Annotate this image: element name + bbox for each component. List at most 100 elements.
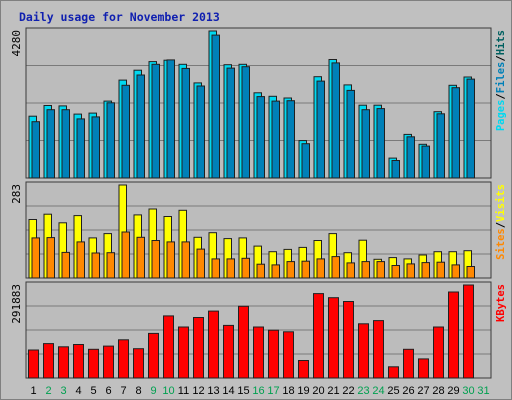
bottom-bar-kbytes-day-6 (103, 345, 114, 379)
middle-bar-sites-day-18 (286, 261, 295, 279)
x-tick-label-day-20: 20 (312, 385, 324, 397)
bottom-bar-kbytes-day-25 (388, 366, 399, 379)
x-tick-label-day-22: 22 (342, 385, 354, 397)
middle-legend-part-1: / (495, 222, 507, 228)
bottom-bar-kbytes-day-12 (193, 317, 204, 379)
bottom-ymax-label: 291883 (10, 284, 23, 324)
x-tick-label-day-15: 15 (237, 385, 249, 397)
bottom-bar-kbytes-day-10 (163, 315, 174, 379)
bottom-bar-kbytes-day-27 (418, 358, 429, 379)
top-bar-files-day-7 (121, 84, 130, 179)
bottom-bar-kbytes-day-11 (178, 326, 189, 379)
middle-bar-sites-day-14 (226, 258, 235, 279)
middle-bar-sites-day-26 (406, 263, 415, 279)
x-tick-label-day-11: 11 (178, 385, 189, 397)
x-tick-label-day-30: 30 (462, 385, 474, 397)
middle-bar-sites-day-30 (466, 266, 475, 279)
top-legend-part-1: / (495, 93, 507, 99)
top-bar-files-day-8 (136, 74, 145, 179)
x-tick-label-day-23: 23 (357, 385, 369, 397)
middle-bar-sites-day-23 (361, 261, 370, 279)
middle-bar-sites-day-13 (211, 258, 220, 279)
x-tick-label-day-27: 27 (417, 385, 429, 397)
top-bar-files-day-6 (106, 102, 115, 179)
middle-bar-sites-day-2 (46, 237, 55, 279)
x-tick-label-day-4: 4 (75, 385, 81, 397)
middle-bar-sites-day-4 (76, 241, 85, 279)
bottom-bar-kbytes-day-19 (298, 360, 309, 379)
bottom-bar-kbytes-day-3 (58, 346, 69, 379)
bottom-bar-kbytes-day-15 (238, 305, 249, 379)
bottom-bar-kbytes-day-1 (28, 349, 39, 379)
bottom-bar-kbytes-day-14 (223, 324, 234, 379)
middle-bar-sites-day-27 (421, 262, 430, 279)
bottom-bar-kbytes-day-30 (463, 284, 474, 379)
x-tick-label-day-13: 13 (207, 385, 219, 397)
bottom-bar-kbytes-day-21 (328, 297, 339, 379)
middle-bar-sites-day-12 (196, 248, 205, 279)
bottom-bar-kbytes-day-18 (283, 331, 294, 379)
middle-bar-sites-day-9 (151, 240, 160, 279)
middle-bar-sites-day-3 (61, 251, 70, 279)
x-tick-label-day-3: 3 (60, 385, 66, 397)
top-bar-files-day-12 (196, 85, 205, 179)
top-bar-files-day-17 (271, 100, 280, 179)
chart-title: Daily usage for November 2013 (19, 10, 220, 24)
top-bar-files-day-16 (256, 96, 265, 179)
top-bar-files-day-2 (46, 109, 55, 179)
x-tick-label-day-10: 10 (162, 385, 174, 397)
x-tick-label-day-6: 6 (105, 385, 111, 397)
middle-bar-sites-day-16 (256, 263, 265, 279)
bottom-bar-kbytes-day-23 (358, 323, 369, 379)
x-tick-label-day-2: 2 (45, 385, 51, 397)
top-bar-files-day-20 (316, 80, 325, 179)
middle-bar-sites-day-19 (301, 260, 310, 279)
top-ymax-label: 4280 (10, 30, 23, 57)
top-bar-files-day-14 (226, 67, 235, 179)
x-tick-label-day-31: 31 (477, 385, 489, 397)
top-bar-files-day-22 (346, 89, 355, 179)
bottom-bar-kbytes-day-2 (43, 343, 54, 379)
middle-bar-sites-day-6 (106, 252, 115, 279)
bottom-bar-kbytes-day-4 (73, 344, 84, 379)
x-tick-label-day-21: 21 (327, 385, 339, 397)
x-tick-label-day-18: 18 (282, 385, 294, 397)
middle-legend-part-2: Visits (495, 184, 507, 222)
x-tick-label-day-26: 26 (402, 385, 414, 397)
middle-series-legend: Sites/Visits (495, 184, 507, 260)
bottom-bar-kbytes-day-26 (403, 348, 414, 379)
top-series-legend: Pages/Files/Hits (495, 30, 507, 131)
top-bar-files-day-13 (211, 34, 220, 179)
middle-bar-sites-day-17 (271, 264, 280, 279)
top-bar-files-day-25 (391, 160, 400, 179)
top-bar-files-day-5 (91, 116, 100, 179)
top-bar-files-day-24 (376, 108, 385, 179)
bottom-bar-kbytes-day-22 (343, 301, 354, 379)
top-bar-files-day-23 (361, 109, 370, 179)
middle-legend-part-0: Sites (495, 228, 507, 260)
middle-bar-sites-day-7 (121, 231, 130, 279)
top-bar-files-day-30 (466, 78, 475, 179)
middle-bar-sites-day-22 (346, 262, 355, 279)
top-bar-files-day-29 (451, 87, 460, 179)
x-tick-label-day-1: 1 (30, 385, 36, 397)
middle-bar-sites-day-20 (316, 258, 325, 279)
top-bar-files-day-27 (421, 145, 430, 179)
x-tick-label-day-24: 24 (372, 385, 384, 397)
bottom-series-legend: KBytes (495, 284, 507, 322)
top-bar-files-day-11 (181, 67, 190, 179)
bottom-bar-kbytes-day-24 (373, 320, 384, 379)
middle-bar-sites-day-5 (91, 252, 100, 279)
x-tick-label-day-8: 8 (135, 385, 141, 397)
middle-bar-sites-day-11 (181, 241, 190, 279)
bottom-bar-kbytes-day-8 (133, 348, 144, 379)
top-bar-files-day-28 (436, 113, 445, 179)
middle-bar-sites-day-1 (31, 237, 40, 279)
bottom-legend-part-0: KBytes (495, 284, 507, 322)
x-tick-label-day-19: 19 (297, 385, 309, 397)
bottom-bar-kbytes-day-5 (88, 348, 99, 379)
middle-bar-sites-day-10 (166, 241, 175, 279)
x-tick-label-day-25: 25 (387, 385, 399, 397)
